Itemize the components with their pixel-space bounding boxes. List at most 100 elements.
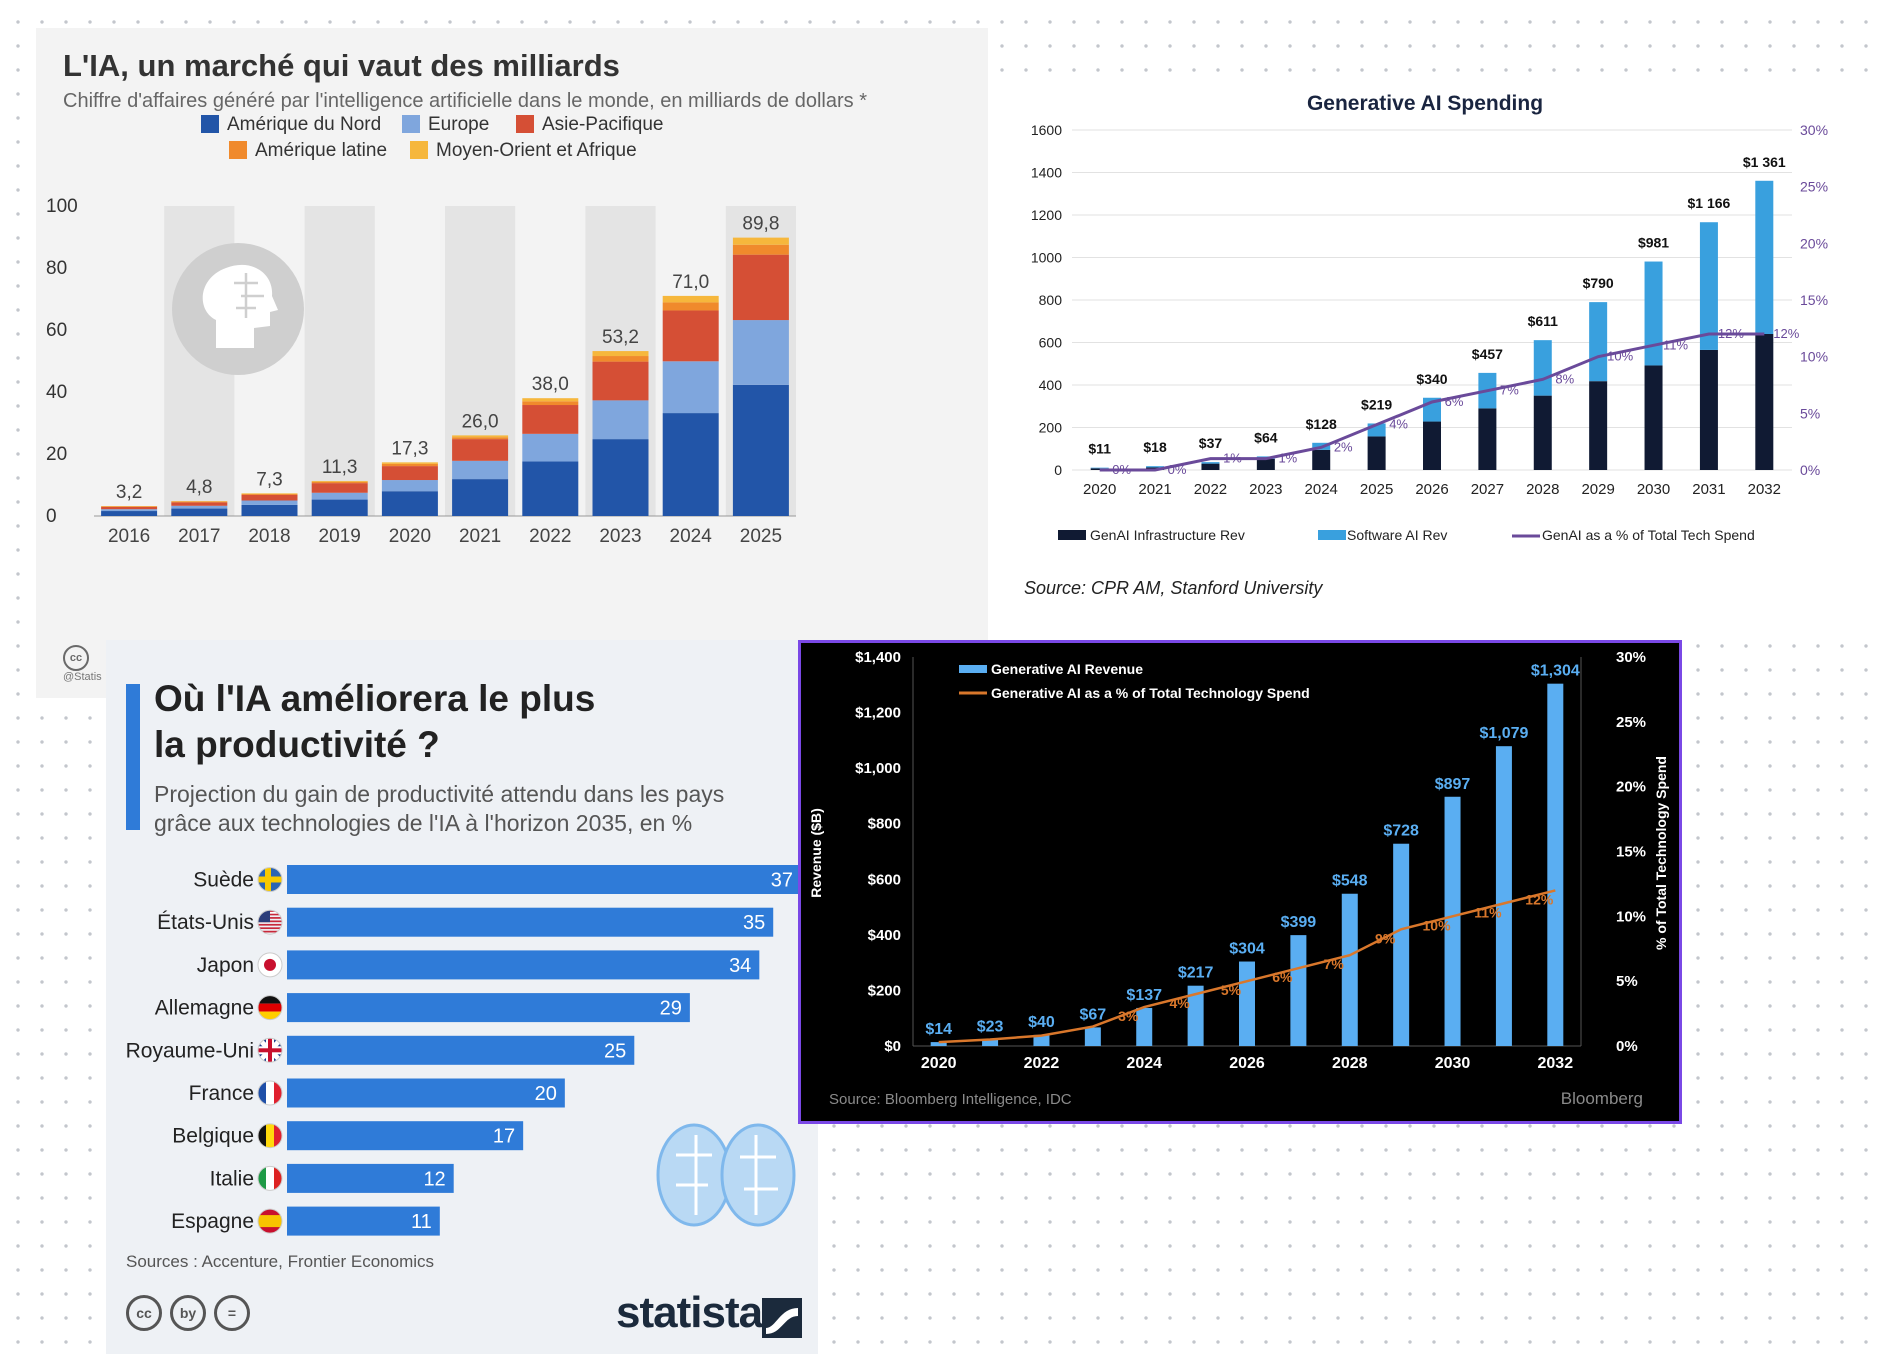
bar-segment [171, 505, 228, 509]
bar-7 [287, 1163, 454, 1193]
bar-segment [662, 295, 719, 303]
flag-uk-icon [258, 1038, 282, 1063]
y-tick-label: $1,400 [855, 649, 901, 666]
bar-1 [287, 907, 774, 937]
bar-segment [522, 401, 579, 406]
chart-subtitle: Chiffre d'affaires généré par l'intellig… [63, 90, 867, 112]
bar-0 [287, 865, 801, 894]
bar-value-label: $1,079 [1479, 725, 1528, 742]
x-tick-label: 2025 [1360, 481, 1393, 498]
column-shade [304, 206, 375, 516]
bar-total-label: 3,2 [116, 482, 142, 503]
ai-market-chart-panel: L'IA, un marché qui vaut des milliards C… [36, 28, 988, 698]
bar-total-label: 71,0 [672, 272, 709, 293]
bar-segment [381, 466, 438, 481]
revenue-bar [1290, 935, 1307, 1046]
bar-segment [452, 437, 509, 440]
bar-infrastructure [1478, 408, 1497, 470]
country-label: Japon [197, 954, 254, 977]
y-tick-label: 80 [46, 258, 67, 279]
bar-segment [381, 463, 438, 467]
bar-total-label: $340 [1416, 371, 1447, 387]
productivity-svg: 37 Suède 35 États-Unis 34 Japon 29 Allemagne 25 R… [126, 865, 801, 1236]
bar-segment [311, 499, 368, 516]
x-tick-label: 2016 [108, 526, 150, 547]
bar-segment [381, 480, 438, 492]
country-label: Royaume-Uni [126, 1039, 254, 1062]
bar-segment [592, 351, 649, 357]
bar-value-label: 35 [743, 912, 765, 934]
x-tick-label: 2027 [1471, 481, 1504, 498]
pct-label: 4% [1389, 417, 1408, 432]
bar-total-label: 4,8 [186, 477, 212, 498]
legend-label: Generative AI as a % of Total Technology… [991, 685, 1310, 701]
y-tick-label: $1,000 [855, 760, 901, 777]
bar-total-label: $37 [1199, 435, 1223, 451]
legend-swatch [516, 115, 534, 133]
x-tick-label: 2026 [1229, 1055, 1265, 1072]
bar-segment [592, 439, 649, 516]
bar-total-label: $457 [1472, 346, 1503, 362]
bar-value-label: $548 [1332, 873, 1368, 890]
bar-value-label: 37 [771, 870, 793, 892]
cc-icon: cc [126, 1295, 162, 1331]
x-tick-label: 2024 [670, 526, 713, 547]
bar-total-label: $11 [1088, 441, 1111, 457]
x-tick-label: 2024 [1126, 1055, 1162, 1072]
y2-tick-label: 30% [1616, 649, 1646, 666]
chart-source: Sources : Accenture, Frontier Economics [126, 1252, 435, 1271]
bar-segment [732, 320, 789, 385]
flag-outline [257, 1123, 283, 1149]
chart-source: Source: Bloomberg Intelligence, IDC [829, 1091, 1072, 1108]
productivity-panel: Où l'IA améliorera le plus la productivi… [106, 640, 818, 1354]
flag-germany-icon [258, 995, 282, 1020]
x-tick-label: 2021 [1138, 481, 1171, 498]
bar-segment [522, 433, 579, 462]
bar-infrastructure [1312, 449, 1331, 470]
title-line-2: la productivité ? [154, 724, 440, 765]
bar-infrastructure [1423, 421, 1441, 470]
y2-tick-label: 10% [1616, 908, 1646, 925]
bar-value-label: $1,304 [1531, 663, 1580, 680]
country-label: France [189, 1082, 254, 1105]
genai-spending-panel: Generative AI Spending 0 200 400 600 800 1000 1… [1000, 80, 1870, 625]
revenue-bar [982, 1039, 999, 1046]
bar-total-label: $790 [1583, 275, 1614, 291]
bar-segment [311, 492, 368, 500]
bar-infrastructure [1755, 334, 1774, 470]
legend-swatch [229, 141, 247, 159]
bloomberg-svg: $0 $200 $400 $600 $800 $1,000 $1,200 $1,400 0% 5%… [808, 649, 1669, 1072]
y2-tick-label: 5% [1616, 973, 1638, 990]
flag-belgium-icon [258, 1123, 282, 1148]
bar-software [1533, 340, 1552, 396]
brain-left-icon [656, 1123, 732, 1227]
flag-outline [257, 909, 283, 935]
legend-label: Amérique du Nord [227, 114, 381, 135]
x-tick-label: 2023 [599, 526, 641, 547]
licence-icons: cc by = [126, 1295, 250, 1331]
bar-value-label: $137 [1126, 987, 1162, 1004]
bar-segment [311, 483, 368, 493]
y-tick-label: 1400 [1031, 165, 1062, 181]
y-tick-label: 0 [1054, 462, 1062, 478]
bar-value-label: 34 [729, 955, 751, 977]
flag-outline [257, 1037, 283, 1063]
bar-segment [241, 504, 298, 516]
revenue-bar [1444, 796, 1461, 1046]
bar-total-label: 38,0 [532, 374, 569, 395]
y2-axis-title: % of Total Technology Spend [1653, 756, 1669, 950]
bar-segment [452, 435, 509, 438]
y-tick-label: $400 [868, 927, 901, 944]
statista-logo-icon [762, 1298, 802, 1338]
pct-line [1099, 332, 1765, 472]
title-accent-bar [126, 684, 140, 830]
bar-total-label: 17,3 [391, 438, 428, 459]
flag-france-icon [258, 1081, 282, 1105]
nd-icon: = [214, 1295, 250, 1331]
bar-total-label: 7,3 [256, 469, 282, 490]
bar-value-label: $14 [925, 1021, 952, 1038]
bar-value-label: 25 [604, 1040, 626, 1062]
y-tick-label: 1200 [1031, 207, 1062, 223]
y-tick-label: 800 [1039, 292, 1063, 308]
y2-tick-label: 20% [1616, 779, 1646, 796]
